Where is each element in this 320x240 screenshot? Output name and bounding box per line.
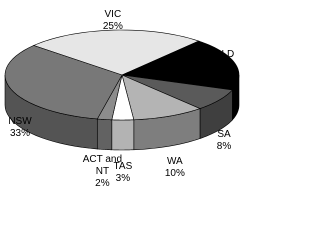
label-value: 33% — [9, 128, 30, 140]
slice — [121, 74, 201, 121]
slice — [4, 45, 123, 120]
slice — [121, 74, 233, 109]
label-value: 25% — [102, 21, 123, 33]
chart: VIC 25% QLD 19% SA 8% WA 10% TAS 3% ACT and NT 2% NS… — [4, 9, 240, 190]
label-category: SA — [217, 129, 231, 141]
label-value: 2% — [95, 178, 110, 190]
slice-side — [111, 119, 135, 151]
data-label: TAS 3% — [114, 161, 133, 185]
pie-plot — [4, 29, 240, 151]
label-category: NSW — [8, 116, 32, 128]
slice — [120, 40, 240, 91]
data-label: QLD 19% — [214, 49, 235, 73]
slice — [32, 29, 200, 76]
data-label: SA 8% — [217, 129, 231, 153]
label-category: QLD — [213, 49, 235, 61]
slice-side — [96, 118, 113, 151]
label-category: ACT and NT — [82, 154, 123, 178]
label-value: 8% — [216, 141, 232, 153]
label-category: VIC — [104, 9, 122, 21]
label-value: 19% — [213, 61, 234, 73]
data-label: WA 10% — [165, 156, 185, 180]
data-label: ACT and NT 2% — [80, 154, 124, 190]
label-value: 10% — [164, 168, 185, 180]
label-value: 3% — [115, 172, 131, 184]
slice — [111, 74, 135, 121]
label-category: TAS — [113, 160, 133, 172]
label-category: WA — [166, 156, 183, 168]
data-label: VIC 25% — [103, 9, 123, 33]
data-label: NSW 33% — [8, 116, 31, 140]
